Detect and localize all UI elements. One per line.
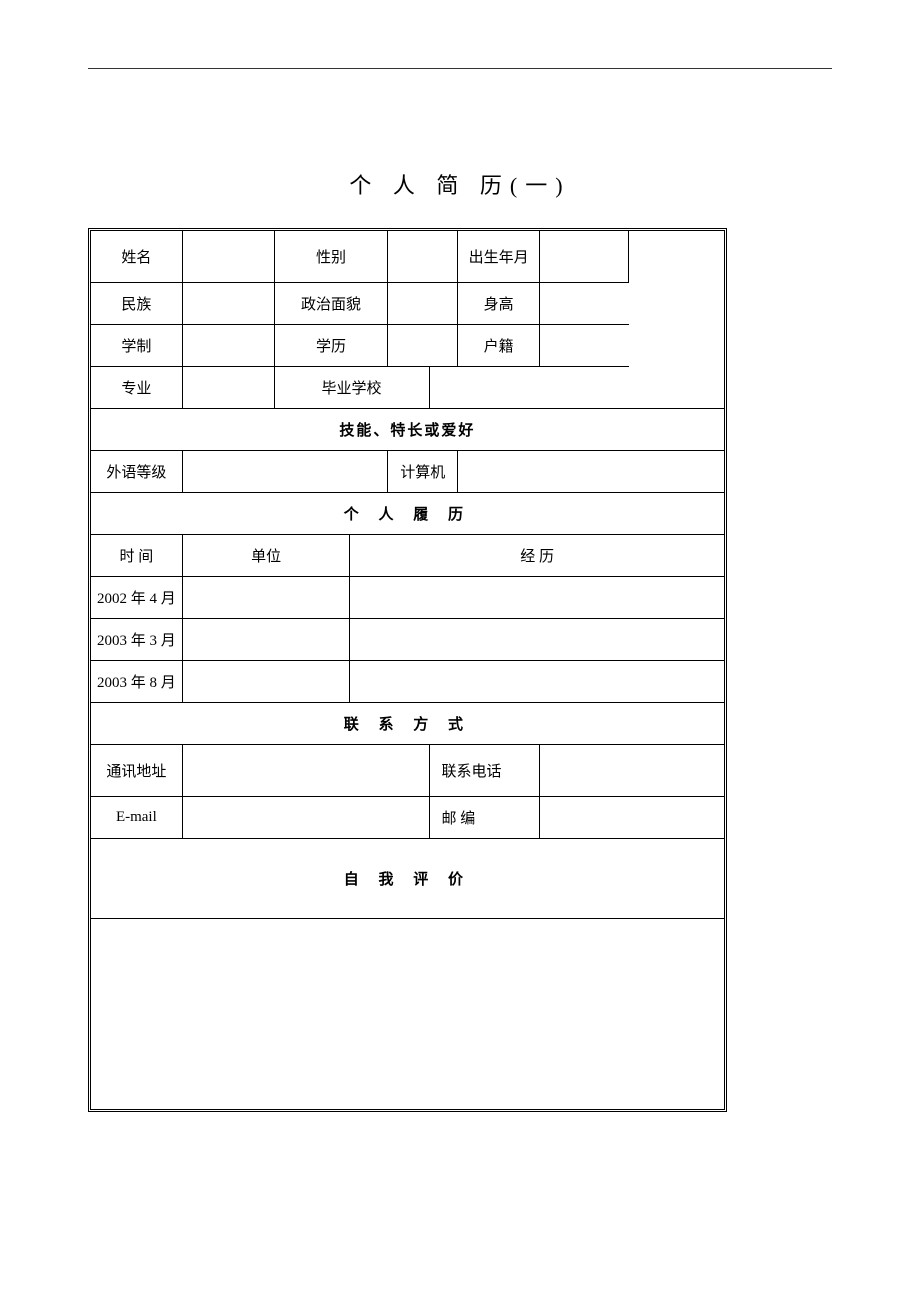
value-foreign-lang: [183, 451, 389, 493]
header-divider: [88, 68, 832, 69]
label-grad-school: 毕业学校: [275, 367, 430, 409]
experience-header: 个 人 履 历: [91, 493, 724, 535]
table-row: 2003 年 3 月: [91, 619, 724, 661]
photo-cell: [629, 231, 724, 409]
label-phone: 联系电话: [430, 745, 541, 797]
table-row: [91, 919, 724, 1109]
value-grad-school: [430, 367, 629, 409]
table-row: 自 我 评 价: [91, 839, 724, 919]
exp-desc-1: [350, 619, 723, 661]
table-row: 2003 年 8 月: [91, 661, 724, 703]
label-address: 通讯地址: [91, 745, 183, 797]
label-political: 政治面貌: [275, 283, 389, 325]
value-computer: [458, 451, 724, 493]
table-row: E-mail 邮 编: [91, 797, 724, 839]
value-political: [388, 283, 458, 325]
value-ethnicity: [183, 283, 275, 325]
value-address: [183, 745, 430, 797]
table-row: 姓名 性别 出生年月: [91, 231, 724, 283]
label-ethnicity: 民族: [91, 283, 183, 325]
label-computer: 计算机: [388, 451, 458, 493]
label-postcode: 邮 编: [430, 797, 541, 839]
label-time: 时 间: [91, 535, 183, 577]
exp-time-0: 2002 年 4 月: [91, 577, 183, 619]
value-education: [388, 325, 458, 367]
exp-desc-2: [350, 661, 723, 703]
self-eval-header: 自 我 评 价: [91, 839, 724, 919]
table-row: 技能、特长或爱好: [91, 409, 724, 451]
page-title: 个 人 简 历(一): [0, 168, 920, 200]
resume-table: 姓名 性别 出生年月 民族 政治面貌 身高 学制 学历 户籍 专业 毕业学校 技…: [88, 228, 727, 1112]
label-height: 身高: [458, 283, 540, 325]
value-major: [183, 367, 275, 409]
value-household-reg: [540, 325, 629, 367]
table-row: 个 人 履 历: [91, 493, 724, 535]
value-school-system: [183, 325, 275, 367]
exp-unit-2: [183, 661, 351, 703]
table-row: 通讯地址 联系电话: [91, 745, 724, 797]
label-experience: 经 历: [350, 535, 723, 577]
exp-unit-0: [183, 577, 351, 619]
skills-header: 技能、特长或爱好: [91, 409, 724, 451]
label-name: 姓名: [91, 231, 183, 283]
label-email: E-mail: [91, 797, 183, 839]
contact-header: 联 系 方 式: [91, 703, 724, 745]
value-email: [183, 797, 430, 839]
label-education: 学历: [275, 325, 389, 367]
label-major: 专业: [91, 367, 183, 409]
value-postcode: [540, 797, 724, 839]
label-gender: 性别: [275, 231, 389, 283]
table-row: 外语等级 计算机: [91, 451, 724, 493]
label-foreign-lang: 外语等级: [91, 451, 183, 493]
self-eval-content: [91, 919, 724, 1109]
exp-time-1: 2003 年 3 月: [91, 619, 183, 661]
exp-time-2: 2003 年 8 月: [91, 661, 183, 703]
value-height: [540, 283, 629, 325]
value-birthdate: [540, 231, 629, 283]
label-unit: 单位: [183, 535, 351, 577]
table-row: 时 间 单位 经 历: [91, 535, 724, 577]
value-gender: [388, 231, 458, 283]
label-household-reg: 户籍: [458, 325, 540, 367]
table-row: 联 系 方 式: [91, 703, 724, 745]
exp-unit-1: [183, 619, 351, 661]
value-phone: [540, 745, 724, 797]
value-name: [183, 231, 275, 283]
label-birthdate: 出生年月: [458, 231, 540, 283]
label-school-system: 学制: [91, 325, 183, 367]
exp-desc-0: [350, 577, 723, 619]
table-row: 2002 年 4 月: [91, 577, 724, 619]
